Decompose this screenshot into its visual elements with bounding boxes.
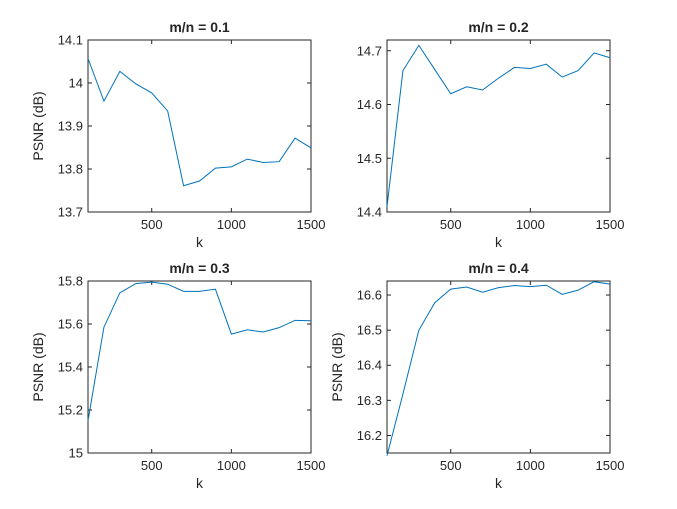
y-tick-label: 16.4 [357,358,382,373]
y-tick-label: 15.6 [58,317,83,332]
x-tick-label: 1500 [596,458,625,473]
subplot-m-n-0-4: m/n = 0.4 k PSNR (dB) 500 1000 1500 16.2 16.… [329,260,624,491]
subplot-title: m/n = 0.2 [468,19,529,35]
y-tick-label: 15.4 [58,360,83,375]
x-tick-label: 1000 [516,217,545,232]
y-tick-label: 16.2 [357,428,382,443]
series-line [386,281,611,456]
y-tick-label: 14.5 [357,151,382,166]
y-tick-label: 16.3 [357,393,382,408]
y-tick-label: 13.9 [58,119,83,134]
y-tick-label: 16.5 [357,323,382,338]
x-tick-label: 1500 [297,458,326,473]
y-tick-label: 14.4 [357,205,382,220]
x-axis-label: k [196,475,204,491]
y-axis-label: PSNR (dB) [329,332,345,401]
y-tick-label: 15 [69,446,83,461]
axes-box [87,280,312,454]
series-line [87,281,312,421]
y-tick-label: 15.2 [58,403,83,418]
y-tick-label: 14 [69,76,83,91]
y-axis-label: PSNR (dB) [30,91,46,160]
subplot-m-n-0-3: m/n = 0.3 k PSNR (dB) 500 1000 1500 15 15.2 1… [30,260,325,491]
y-tick-label: 15.8 [58,274,83,289]
subplot-title: m/n = 0.3 [169,260,230,276]
x-tick-label: 1500 [596,217,625,232]
y-tick-label: 14.1 [58,33,83,48]
y-tick-label: 14.7 [357,43,382,58]
axes-box [386,39,611,213]
x-tick-label: 500 [141,217,163,232]
x-tick-label: 1000 [217,458,246,473]
series-line [386,44,611,207]
x-tick-label: 500 [440,458,462,473]
x-axis-label: k [196,234,204,250]
subplot-m-n-0-1: m/n = 0.1 k PSNR (dB) 500 1000 1500 13.7 13.… [30,19,325,250]
y-tick-label: 13.8 [58,162,83,177]
subplot-m-n-0-2: m/n = 0.2 k 500 1000 1500 14.4 14.5 14.6 14.7 [357,19,625,250]
subplot-title: m/n = 0.1 [169,19,230,35]
x-tick-label: 1500 [297,217,326,232]
x-tick-label: 500 [141,458,163,473]
subplot-title: m/n = 0.4 [468,260,529,276]
x-tick-label: 1000 [516,458,545,473]
x-axis-label: k [495,234,503,250]
y-tick-label: 14.6 [357,97,382,112]
axes-box [386,280,611,454]
y-tick-label: 16.6 [357,288,382,303]
y-axis-label: PSNR (dB) [30,332,46,401]
series-line [87,58,312,187]
x-tick-label: 1000 [217,217,246,232]
x-axis-label: k [495,475,503,491]
axes-box [87,39,312,213]
y-tick-label: 13.7 [58,205,83,220]
x-tick-label: 500 [440,217,462,232]
